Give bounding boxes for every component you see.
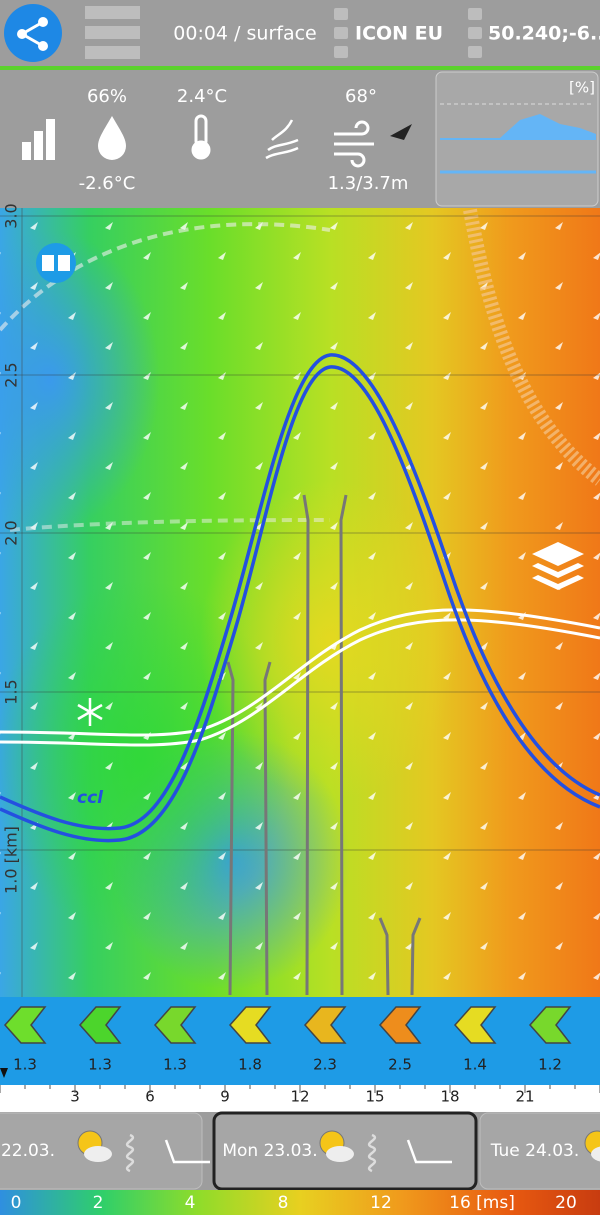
scale-label: 8 [278, 1193, 289, 1213]
color-scale [0, 1190, 600, 1215]
scale-label: 12 [370, 1193, 392, 1213]
wind-speed-value: 1.8 [238, 1056, 262, 1074]
wind-direction-arrow [390, 124, 412, 140]
wind-speed-value: 1.3 [88, 1056, 112, 1074]
profile-area: ccl 3.0 2.5 2.0 1.5 1.0 [km] [0, 203, 600, 997]
wind-speed-value: 1.3 [163, 1056, 187, 1074]
humidity-icon [98, 116, 126, 160]
signal-icon [22, 119, 55, 160]
day-tab[interactable] [479, 1112, 600, 1190]
location[interactable]: 50.240;-6... [488, 23, 600, 45]
wind-chevron [3, 1006, 47, 1044]
thermal-icon [367, 1133, 377, 1173]
wind-speed-value: 2.5 [388, 1056, 412, 1074]
share-button[interactable] [4, 4, 62, 62]
progress-line [0, 66, 600, 70]
hour-label: 15 [365, 1088, 384, 1106]
day-label[interactable]: Mon 23.03. [222, 1141, 317, 1161]
wind-speed: 1.3/3.7m [328, 173, 409, 194]
wind-chevron [153, 1006, 197, 1044]
wind-speed-value: 1.2 [538, 1056, 562, 1074]
wind-icon [334, 120, 374, 168]
snowflake-icon [77, 698, 103, 726]
time-marker [0, 1068, 8, 1078]
scale-label: 2 [93, 1193, 104, 1213]
hour-label: 12 [290, 1088, 309, 1106]
model[interactable]: ICON EU [355, 23, 443, 45]
selector-handles [334, 8, 482, 58]
scale-label: 0 [11, 1193, 22, 1213]
hour-label: 3 [70, 1088, 80, 1106]
hour-label: 9 [220, 1088, 230, 1106]
terrain-icon [406, 1139, 452, 1164]
thermal-icon [265, 119, 299, 160]
wind-speed-value: 2.3 [313, 1056, 337, 1074]
time-level[interactable]: 00:04 / surface [173, 23, 316, 45]
thermometer-icon [191, 114, 211, 160]
hour-label: 18 [440, 1088, 459, 1106]
ccl-label: ccl [77, 788, 104, 808]
cloud-icon [84, 1146, 112, 1162]
wind-chevron [78, 1006, 122, 1044]
humidity: 66% [87, 86, 127, 107]
height-label: 2.0 [2, 520, 21, 545]
height-label: 2.5 [2, 362, 21, 387]
day-label[interactable]: 22.03. [1, 1141, 55, 1161]
menu-button[interactable] [85, 6, 140, 59]
height-label: 3.0 [2, 203, 21, 228]
layers-button[interactable] [532, 542, 584, 590]
height-label: 1.5 [2, 679, 21, 704]
wind-direction: 68° [345, 86, 377, 107]
hour-label: 6 [145, 1088, 155, 1106]
mini-chart[interactable]: [%] [435, 71, 599, 207]
wind-chevron [453, 1006, 497, 1044]
wind-speed-value: 1.4 [463, 1056, 487, 1074]
wind-chevron [228, 1006, 272, 1044]
terrain-icon [164, 1139, 210, 1164]
wind-chevron [303, 1006, 347, 1044]
height-label: 1.0 [km] [2, 826, 21, 894]
wind-chevron [378, 1006, 422, 1044]
mini-chart-unit: [%] [569, 79, 595, 97]
temperature: 2.4°C [177, 86, 227, 107]
scale-label: 4 [185, 1193, 196, 1213]
hour-label: 21 [515, 1088, 534, 1106]
wind-chevron [528, 1006, 572, 1044]
day-label[interactable]: Tue 24.03. [490, 1141, 580, 1161]
cloud-icon [591, 1146, 600, 1162]
cloud-icon [326, 1146, 354, 1162]
scale-label: 16 [ms] [449, 1193, 515, 1213]
scale-label: 20 [555, 1193, 577, 1213]
dew-point: -2.6°C [79, 173, 136, 194]
wind-speed-value: 1.3 [13, 1056, 37, 1074]
thermal-icon [125, 1133, 135, 1173]
book-button[interactable] [36, 243, 76, 283]
